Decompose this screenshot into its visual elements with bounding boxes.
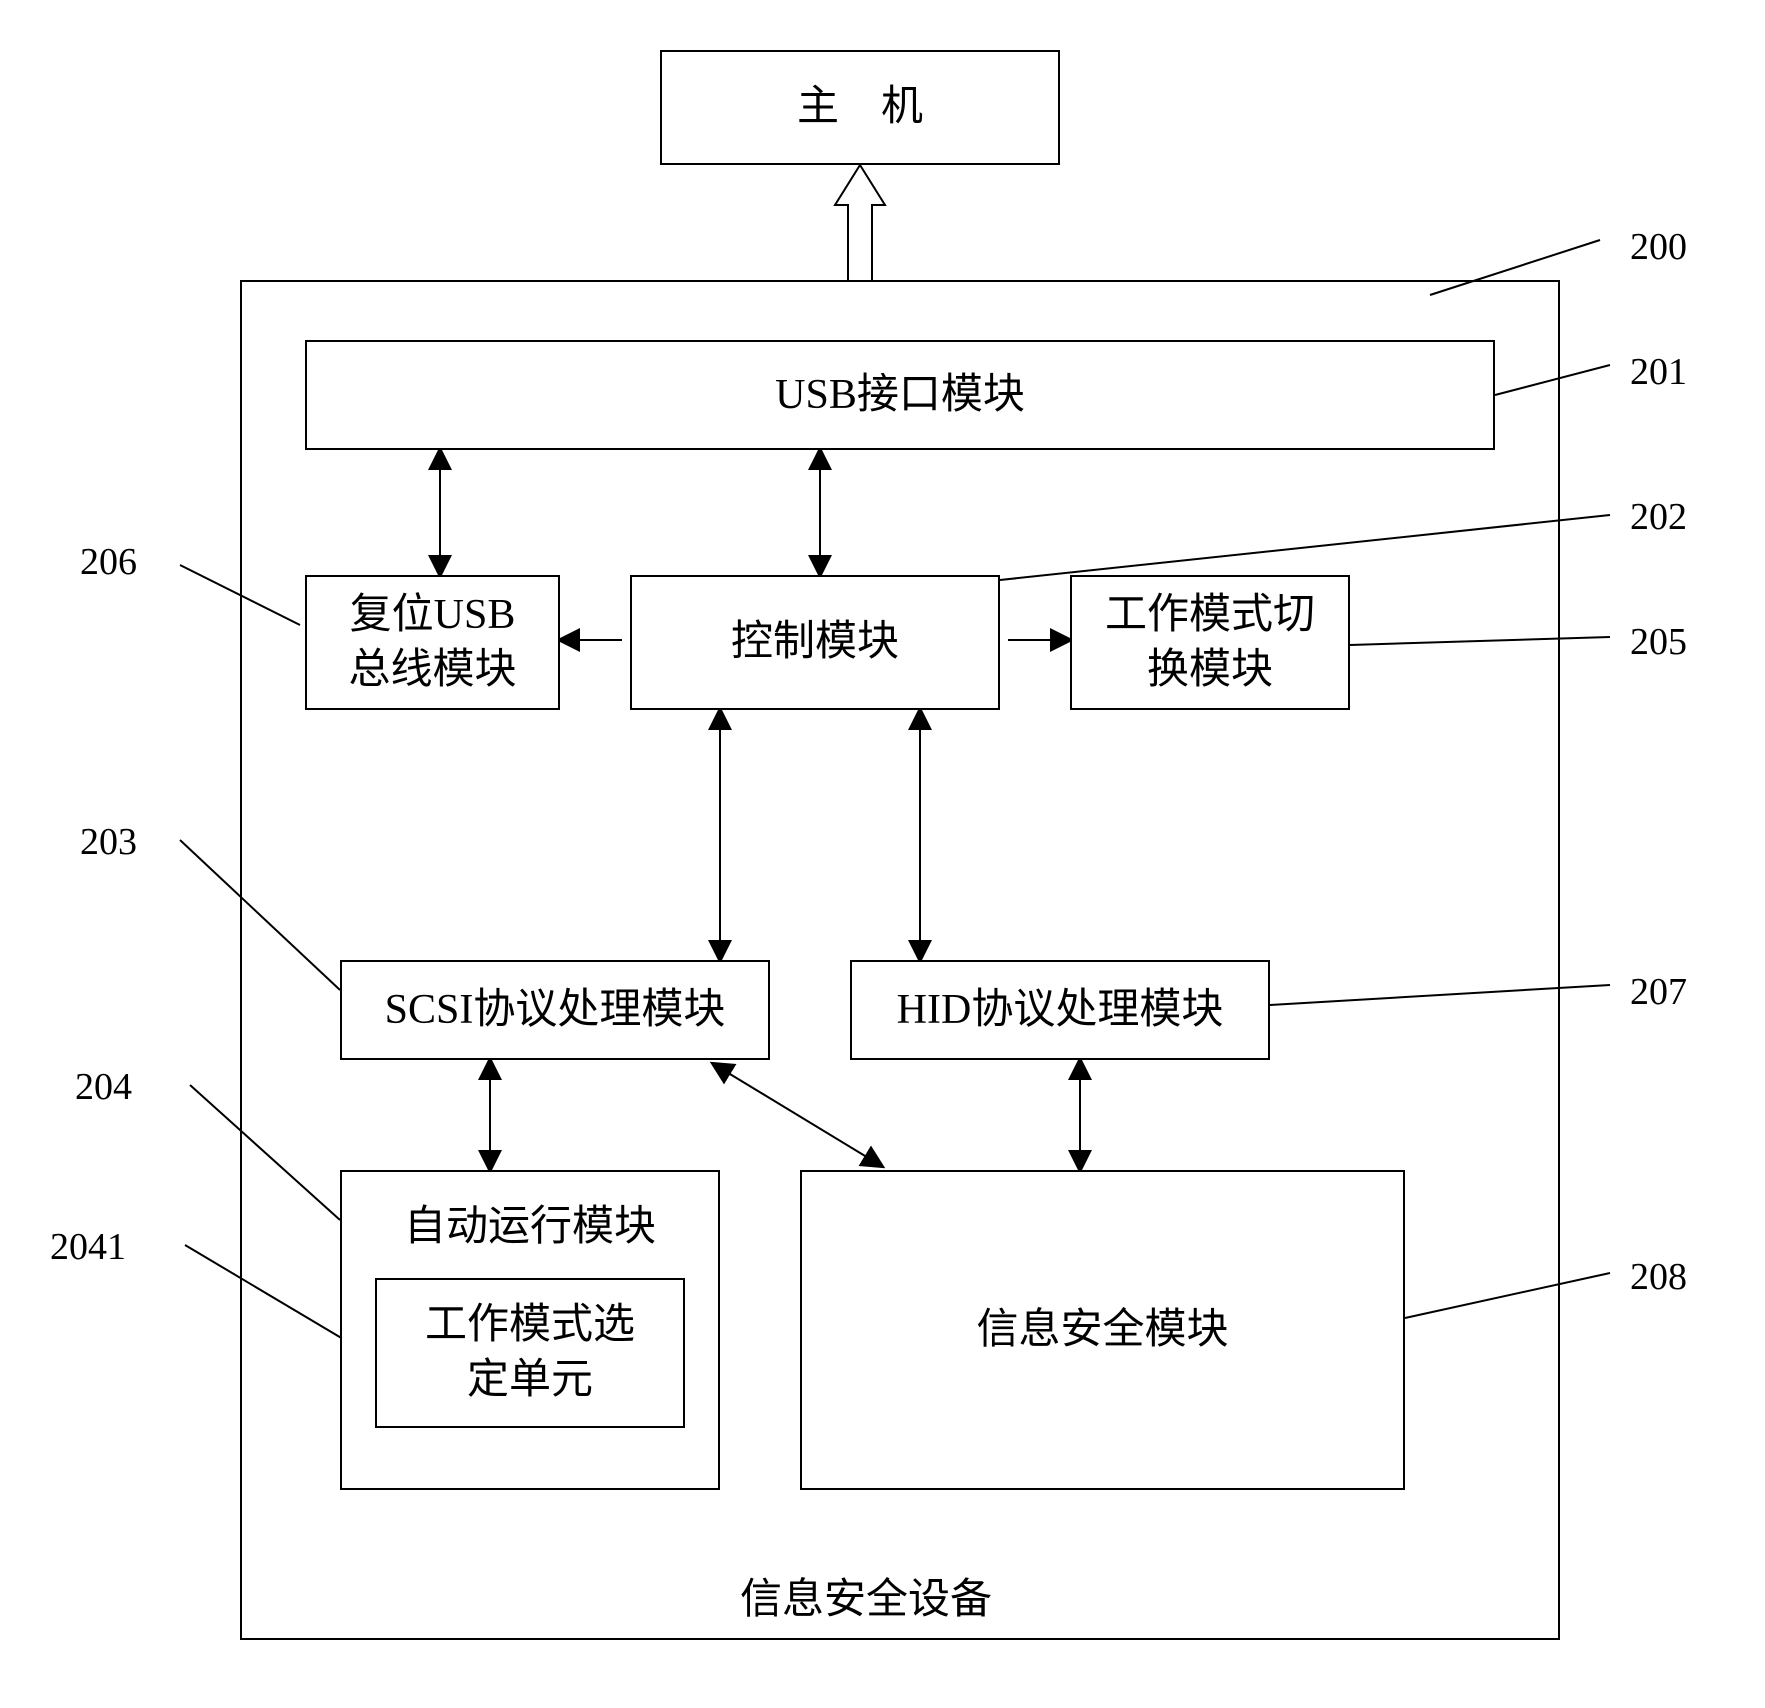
ref-line-202 [1000,510,1620,585]
info-security-box: 信息安全模块 [800,1170,1405,1490]
mode-switch-box: 工作模式切 换模块 [1070,575,1350,710]
ref-208: 208 [1630,1255,1687,1299]
arrow-usb-reset [430,450,450,575]
ref-202: 202 [1630,495,1687,539]
usb-interface-box: USB接口模块 [305,340,1495,450]
ref-line-205 [1350,632,1615,652]
host-box: 主 机 [660,50,1060,165]
ref-2041: 2041 [50,1225,126,1269]
hid-label: HID协议处理模块 [889,975,1232,1046]
ref-204: 204 [75,1065,132,1109]
ref-line-207 [1270,980,1615,1010]
ref-200: 200 [1630,225,1687,269]
host-label: 主 机 [789,72,931,143]
ref-line-208 [1405,1268,1615,1323]
ref-207: 207 [1630,970,1687,1014]
arrow-scsi-autorun [480,1060,500,1170]
control-box: 控制模块 [630,575,1000,710]
autorun-box: 自动运行模块 工作模式选 定单元 [340,1170,720,1490]
usb-interface-label: USB接口模块 [767,360,1033,431]
hid-box: HID协议处理模块 [850,960,1270,1060]
scsi-box: SCSI协议处理模块 [340,960,770,1060]
container-title: 信息安全设备 [740,1565,992,1626]
arrow-control-hid [910,710,930,960]
ref-206: 206 [80,540,137,584]
mode-switch-label: 工作模式切 换模块 [1097,580,1323,705]
ref-203: 203 [80,820,137,864]
arrow-control-modeswitch [1000,630,1070,650]
ref-line-204 [185,1080,345,1225]
ref-line-201 [1495,360,1630,400]
ref-line-206 [175,560,305,630]
info-security-label: 信息安全模块 [968,1295,1236,1366]
reset-usb-label: 复位USB 总线模块 [340,580,524,705]
mode-select-unit-label: 工作模式选 定单元 [417,1290,643,1415]
arrow-control-reset [560,630,630,650]
ref-201: 201 [1630,350,1687,394]
autorun-label: 自动运行模块 [396,1192,664,1263]
scsi-label: SCSI协议处理模块 [377,975,734,1046]
arrow-scsi-infosec [710,1060,890,1170]
arrow-usb-control [810,450,830,575]
control-label: 控制模块 [723,607,907,678]
ref-205: 205 [1630,620,1687,664]
arrow-hid-infosec [1070,1060,1090,1170]
mode-select-unit-box: 工作模式选 定单元 [375,1278,685,1428]
ref-line-200 [1430,235,1630,305]
ref-line-203 [175,835,345,995]
arrow-control-scsi [710,710,730,960]
reset-usb-box: 复位USB 总线模块 [305,575,560,710]
diagram-canvas: 主 机 信息安全设备 USB接口模块 复位USB 总线模块 控制模块 工作模式切… [20,20,1765,1688]
